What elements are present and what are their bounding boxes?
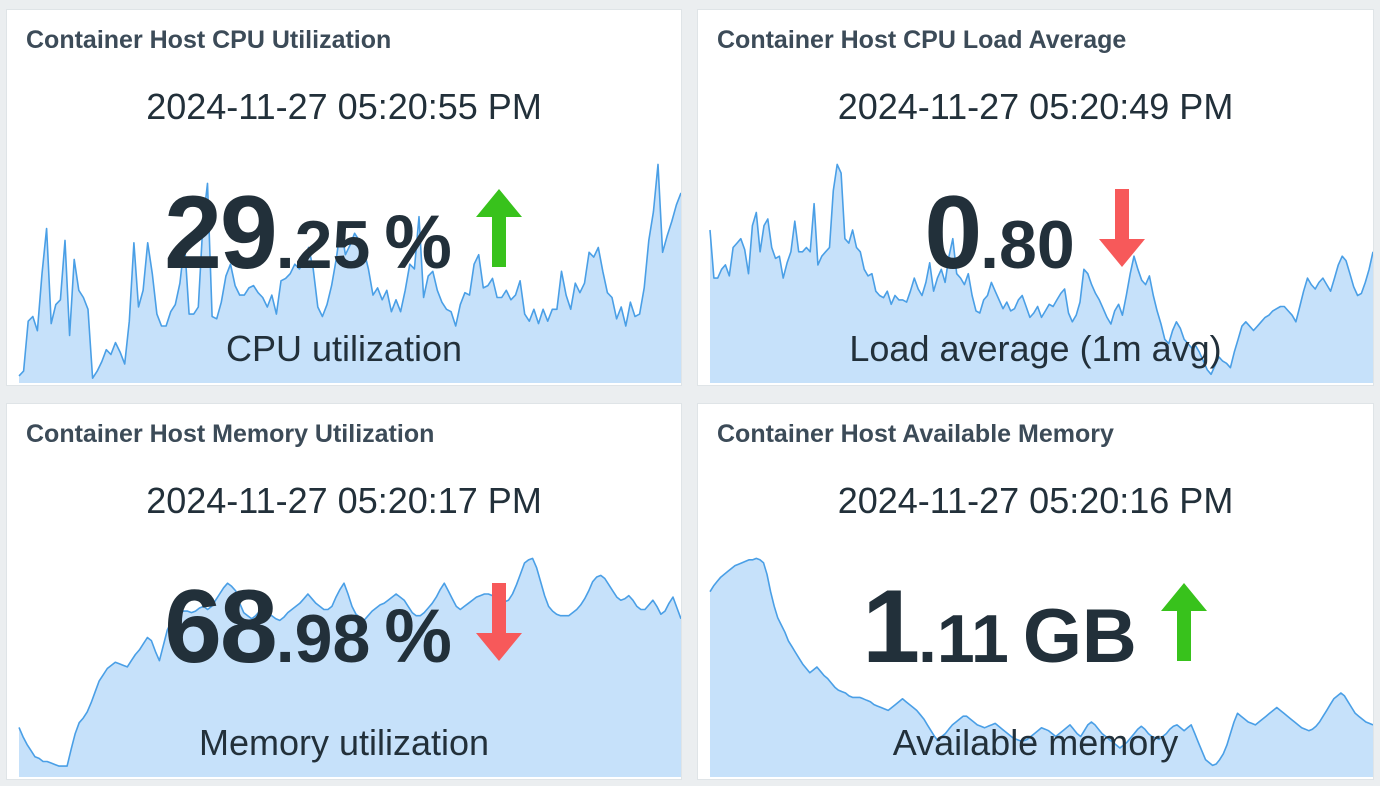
value-decimal: .11 [918, 601, 1009, 677]
timestamp: 2024-11-27 05:20:17 PM [146, 480, 542, 521]
widget-title[interactable]: Container Host CPU Utilization [26, 26, 392, 54]
value-integer: 29 [164, 175, 278, 291]
value-display: 29 .25 % [7, 175, 681, 285]
value-decimal: .25 [275, 207, 371, 283]
widget-title[interactable]: Container Host Memory Utilization [26, 420, 435, 448]
value-unit: % [384, 200, 452, 285]
timestamp: 2024-11-27 05:20:55 PM [146, 86, 542, 127]
arrow-down-icon [1097, 187, 1147, 269]
widget-title[interactable]: Container Host CPU Load Average [717, 26, 1127, 54]
cpu-utilization-sparkline [18, 163, 681, 383]
arrow-down-icon [474, 581, 524, 663]
value-integer: 1 [862, 569, 920, 685]
available-memory-widget[interactable]: Container Host Available Memory 2024-11-… [697, 403, 1374, 780]
timestamp: 2024-11-27 05:20:16 PM [837, 480, 1234, 521]
description: CPU utilization [225, 328, 463, 369]
widget-title[interactable]: Container Host Available Memory [717, 420, 1114, 448]
description: Available memory [892, 722, 1179, 763]
value-display: 1 .11 GB [698, 569, 1373, 679]
value-decimal: .80 [980, 207, 1075, 283]
memory-utilization-widget[interactable]: Container Host Memory Utilization 2024-1… [6, 403, 682, 780]
value-unit: GB [1022, 594, 1137, 679]
value-integer: 68 [164, 569, 278, 685]
load-average-sparkline [709, 163, 1373, 383]
value-display: 0 .80 [698, 175, 1373, 285]
timestamp: 2024-11-27 05:20:49 PM [837, 86, 1234, 127]
value-unit: % [384, 594, 452, 679]
memory-utilization-sparkline [18, 557, 681, 777]
description: Load average (1m avg) [849, 328, 1222, 369]
cpu-utilization-widget[interactable]: Container Host CPU Utilization 2024-11-2… [6, 9, 682, 386]
cpu-load-average-widget[interactable]: Container Host CPU Load Average 2024-11-… [697, 9, 1374, 386]
description: Memory utilization [198, 722, 490, 763]
arrow-up-icon [474, 187, 524, 269]
value-integer: 0 [924, 175, 982, 291]
available-memory-sparkline [709, 557, 1373, 777]
value-display: 68 .98 % [7, 569, 681, 679]
arrow-up-icon [1159, 581, 1209, 663]
value-decimal: .98 [275, 601, 371, 677]
